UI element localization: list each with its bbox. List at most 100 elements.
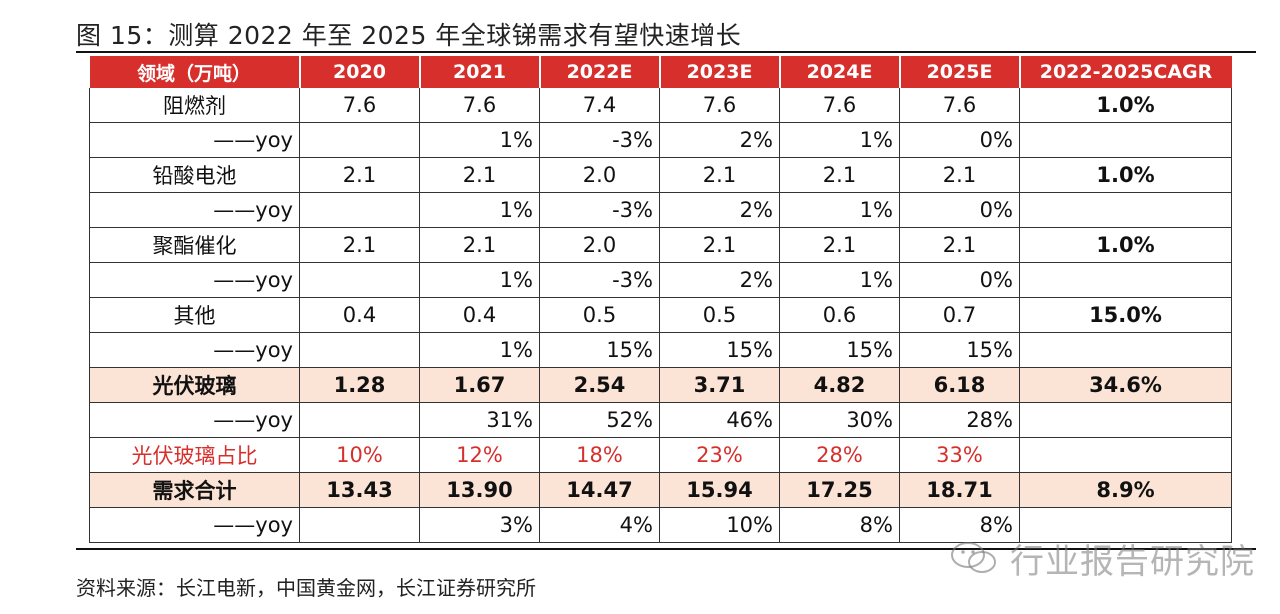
table-row: 其他 0.4 0.4 0.5 0.5 0.6 0.7 15.0% [89, 297, 1232, 333]
value-cell: 1% [419, 332, 540, 368]
value-cell: 1% [419, 262, 540, 298]
table-row: 聚酯催化 2.1 2.1 2.0 2.1 2.1 2.1 1.0% [89, 227, 1232, 263]
table-row: 需求合计 13.43 13.90 14.47 15.94 17.25 18.71 8.9% [89, 472, 1232, 508]
table-row: 光伏玻璃 1.28 1.67 2.54 3.71 4.82 6.18 34.6% [89, 367, 1232, 403]
value-cell: 17.25 [779, 472, 900, 508]
value-cell: 0% [899, 122, 1020, 158]
value-cell: 2.1 [299, 157, 420, 193]
value-cell: 28% [899, 402, 1020, 438]
value-cell: 0.5 [659, 297, 780, 333]
value-cell: 15% [659, 332, 780, 368]
value-cell: 18.71 [899, 472, 1020, 508]
value-cell: 8% [779, 507, 900, 543]
value-cell: 46% [659, 402, 780, 438]
header-cell-2023e: 2023E [659, 56, 781, 88]
value-cell: 3% [419, 507, 540, 543]
cagr-cell [1019, 437, 1232, 473]
header-cell-2021: 2021 [419, 56, 541, 88]
value-cell: 2.54 [539, 367, 660, 403]
value-cell: 1.28 [299, 367, 420, 403]
cagr-cell: 34.6% [1019, 367, 1232, 403]
value-cell: 7.6 [779, 88, 900, 123]
value-cell: 2.1 [899, 157, 1020, 193]
value-cell: 1% [779, 262, 900, 298]
table-row: 阻燃剂 7.6 7.6 7.4 7.6 7.6 7.6 1.0% [89, 88, 1232, 123]
value-cell: 0.4 [299, 297, 420, 333]
value-cell: 2.1 [779, 227, 900, 263]
value-cell: 6.18 [899, 367, 1020, 403]
value-cell: 1% [419, 122, 540, 158]
cagr-cell [1019, 402, 1232, 438]
demand-table: 领域（万吨） 2020 2021 2022E 2023E 2024E 2025E… [89, 56, 1232, 543]
wechat-icon [951, 542, 996, 573]
top-rule [76, 51, 1256, 53]
value-cell: 10% [299, 437, 420, 473]
header-cell-cagr: 2022-2025CAGR [1019, 56, 1232, 88]
value-cell: 2% [659, 122, 780, 158]
watermark-text: 行业报告研究院 [1010, 542, 1255, 582]
value-cell: 52% [539, 402, 660, 438]
value-cell: 4.82 [779, 367, 900, 403]
value-cell: 0.4 [419, 297, 540, 333]
value-cell [299, 402, 420, 438]
value-cell: -3% [539, 192, 660, 228]
value-cell: 2% [659, 192, 780, 228]
value-cell: 1% [779, 192, 900, 228]
value-cell: 15% [779, 332, 900, 368]
row-label: 铅酸电池 [89, 157, 300, 193]
table-row: 光伏玻璃占比 10% 12% 18% 23% 28% 33% [89, 437, 1232, 473]
cagr-cell: 15.0% [1019, 297, 1232, 333]
row-label: 需求合计 [89, 472, 300, 508]
value-cell: 13.43 [299, 472, 420, 508]
value-cell: 2.1 [659, 157, 780, 193]
value-cell: 2.1 [659, 227, 780, 263]
value-cell: 2.0 [539, 227, 660, 263]
table-row: ——yoy 1% -3% 2% 1% 0% [89, 262, 1232, 298]
value-cell: 1.67 [419, 367, 540, 403]
value-cell: 0% [899, 262, 1020, 298]
row-label: ——yoy [89, 507, 300, 543]
value-cell: 8% [899, 507, 1020, 543]
cagr-cell [1019, 332, 1232, 368]
value-cell: 15% [539, 332, 660, 368]
row-label: ——yoy [89, 402, 300, 438]
value-cell: 3.71 [659, 367, 780, 403]
row-label: 光伏玻璃 [89, 367, 300, 403]
value-cell: 2.1 [419, 157, 540, 193]
value-cell: 10% [659, 507, 780, 543]
table-row: ——yoy 1% -3% 2% 1% 0% [89, 122, 1232, 158]
table-row: ——yoy 3% 4% 10% 8% 8% [89, 507, 1232, 543]
row-label: 光伏玻璃占比 [89, 437, 300, 473]
cagr-cell [1019, 122, 1232, 158]
header-cell-2025e: 2025E [899, 56, 1021, 88]
value-cell: 7.6 [659, 88, 780, 123]
value-cell [299, 262, 420, 298]
cagr-cell [1019, 507, 1232, 543]
cagr-cell: 1.0% [1019, 227, 1232, 263]
value-cell: 2.0 [539, 157, 660, 193]
row-label: 其他 [89, 297, 300, 333]
value-cell: 2% [659, 262, 780, 298]
value-cell: 0.6 [779, 297, 900, 333]
table-header-row: 领域（万吨） 2020 2021 2022E 2023E 2024E 2025E… [89, 56, 1232, 88]
value-cell: 0.5 [539, 297, 660, 333]
value-cell: 31% [419, 402, 540, 438]
value-cell [299, 332, 420, 368]
row-label: ——yoy [89, 332, 300, 368]
value-cell: 2.1 [299, 227, 420, 263]
value-cell [299, 507, 420, 543]
value-cell: 23% [659, 437, 780, 473]
value-cell: 7.6 [899, 88, 1020, 123]
table-row: ——yoy 31% 52% 46% 30% 28% [89, 402, 1232, 438]
value-cell: 2.1 [899, 227, 1020, 263]
header-cell-2024e: 2024E [779, 56, 901, 88]
value-cell: 0.7 [899, 297, 1020, 333]
cagr-cell [1019, 192, 1232, 228]
value-cell: 0% [899, 192, 1020, 228]
row-label: ——yoy [89, 122, 300, 158]
value-cell: 12% [419, 437, 540, 473]
value-cell: 2.1 [779, 157, 900, 193]
value-cell: 4% [539, 507, 660, 543]
figure-title: 图 15：测算 2022 年至 2025 年全球锑需求有望快速增长 [76, 21, 742, 50]
row-label: ——yoy [89, 262, 300, 298]
